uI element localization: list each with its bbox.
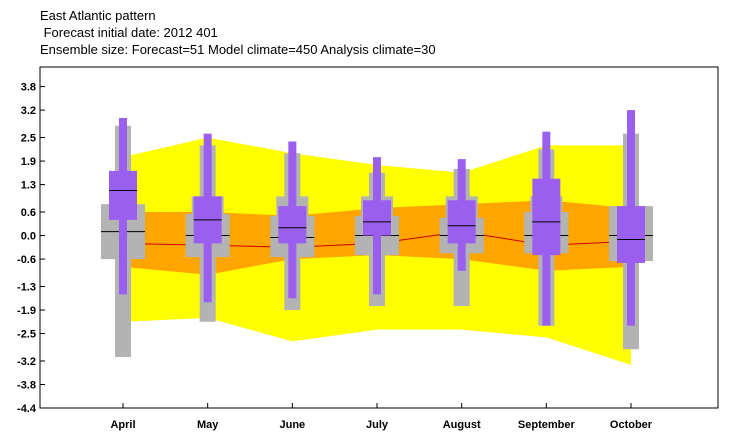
- y-tick-label: -1.3: [17, 281, 36, 293]
- forecast-date-line: Forecast initial date: 2012 401: [40, 25, 218, 40]
- y-tick-label: 0.0: [21, 231, 36, 243]
- x-tick-label: April: [110, 419, 135, 431]
- forecast-box-october: [617, 110, 645, 326]
- x-tick-label: June: [279, 419, 305, 431]
- forecast-box-april: [109, 117, 137, 295]
- ensemble-size-line: Ensemble size: Forecast=51 Model climate…: [40, 42, 436, 57]
- y-axis: 3.8 3.2 2.5 1.9 1.3 0.6 0.0 -0.6 -1.3 -1.9 -2.5 -3.…: [17, 82, 45, 415]
- chart-title: East Atlantic pattern: [40, 8, 156, 23]
- x-tick-label: May: [197, 419, 219, 431]
- y-tick-label: -2.5: [17, 329, 36, 341]
- forecast-box-september: [532, 131, 561, 326]
- forecast-box: [617, 206, 645, 263]
- forecast-box: [447, 200, 476, 244]
- forecast-box: [363, 200, 391, 236]
- x-tick-label: August: [443, 419, 481, 431]
- box-plots: [101, 110, 653, 358]
- forecast-box-july: [363, 157, 391, 295]
- forecast-box: [109, 170, 137, 220]
- y-tick-label: 3.8: [21, 82, 36, 94]
- y-tick-label: -3.8: [17, 379, 36, 391]
- x-axis: April May June July August September October: [110, 403, 653, 431]
- y-tick-label: -4.4: [17, 403, 37, 415]
- forecast-box: [532, 178, 561, 256]
- y-tick-label: -1.9: [17, 305, 36, 317]
- y-tick-label: -0.6: [17, 254, 36, 266]
- y-tick-label: 1.9: [21, 156, 36, 168]
- x-tick-label: October: [610, 419, 653, 431]
- forecast-box-may: [193, 133, 222, 303]
- forecast-box-august: [447, 159, 476, 271]
- y-tick-label: 1.3: [21, 180, 36, 192]
- y-tick-label: 3.2: [21, 105, 36, 117]
- x-tick-label: September: [518, 419, 576, 431]
- x-tick-label: July: [366, 419, 389, 431]
- forecast-box-june: [278, 141, 307, 299]
- y-tick-label: 2.5: [21, 133, 36, 145]
- y-tick-label: -3.2: [17, 356, 36, 368]
- chart-title-block: East Atlantic pattern Forecast initial d…: [40, 7, 436, 58]
- y-tick-label: 0.6: [21, 207, 36, 219]
- plot-frame: [39, 66, 719, 409]
- forecast-box: [278, 206, 307, 244]
